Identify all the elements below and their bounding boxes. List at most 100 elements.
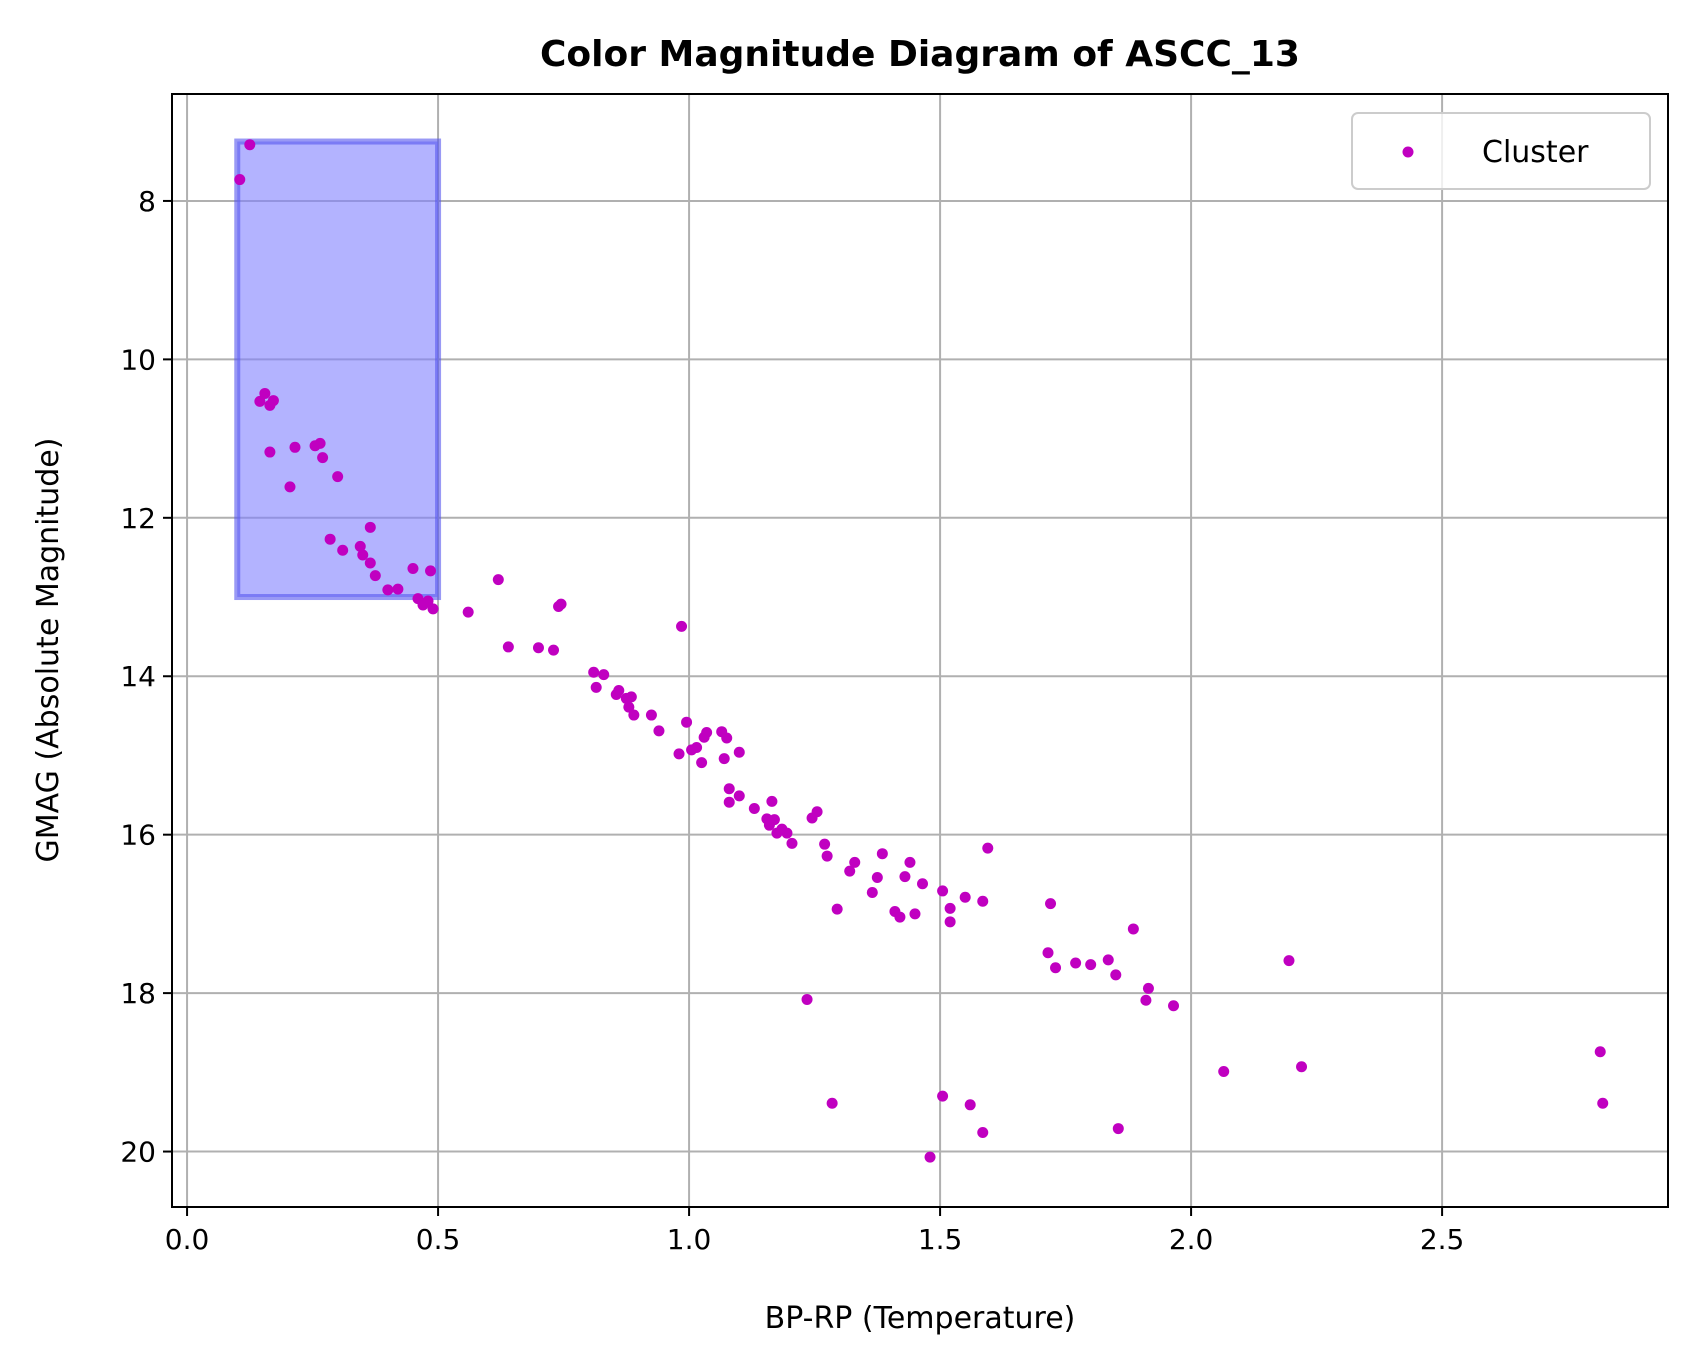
data-point	[332, 471, 344, 483]
data-point	[691, 742, 703, 754]
data-point	[876, 848, 888, 860]
legend: Cluster	[1351, 112, 1651, 190]
data-point	[866, 887, 878, 899]
y-tick-label: 12	[120, 502, 156, 535]
data-point	[254, 395, 266, 407]
y-tick-label: 16	[120, 819, 156, 852]
data-point	[324, 533, 336, 545]
data-point	[899, 871, 911, 883]
y-tick-label: 8	[138, 185, 156, 218]
y-tick-label: 10	[120, 343, 156, 376]
data-point	[977, 1127, 989, 1139]
data-point	[628, 709, 640, 721]
y-tick-label: 18	[120, 977, 156, 1010]
data-point	[871, 871, 883, 883]
data-point	[653, 725, 665, 737]
data-point	[1085, 959, 1097, 971]
data-point	[977, 895, 989, 907]
data-point	[462, 606, 474, 618]
data-point	[1127, 923, 1139, 935]
data-point	[613, 685, 625, 697]
data-point	[844, 865, 856, 877]
data-point	[1296, 1061, 1308, 1073]
x-tick-label: 1.0	[667, 1223, 712, 1256]
data-point	[944, 902, 956, 914]
data-point	[425, 565, 437, 577]
data-point	[718, 753, 730, 765]
data-point	[1112, 1123, 1124, 1135]
legend-label: Cluster	[1482, 135, 1589, 170]
data-point	[267, 395, 279, 407]
data-point	[588, 666, 600, 678]
data-point	[317, 452, 329, 464]
data-point	[959, 891, 971, 903]
data-point	[733, 746, 745, 758]
data-point	[369, 570, 381, 582]
x-axis-label: BP-RP (Temperature)	[765, 1301, 1076, 1336]
legend-box	[1351, 112, 1651, 190]
y-axis-label: GMAG (Absolute Magnitude)	[31, 438, 66, 863]
y-tick-label: 20	[120, 1136, 156, 1169]
data-point	[284, 481, 296, 493]
data-point	[766, 795, 778, 807]
data-point	[407, 563, 419, 575]
data-point	[768, 814, 780, 826]
data-point	[625, 691, 637, 703]
data-point	[1142, 982, 1154, 994]
data-point	[555, 598, 567, 610]
data-point	[314, 437, 326, 449]
data-point	[590, 681, 602, 693]
plot-frame	[171, 93, 1669, 1208]
data-point	[937, 885, 949, 897]
data-point	[382, 584, 394, 596]
data-point	[548, 644, 560, 656]
data-point	[264, 446, 276, 458]
data-point	[244, 139, 256, 151]
data-point	[1050, 962, 1062, 974]
data-point	[1102, 954, 1114, 966]
data-point	[598, 669, 610, 681]
data-point	[786, 837, 798, 849]
data-point	[354, 540, 366, 552]
data-point	[723, 783, 735, 795]
data-point	[427, 603, 439, 615]
data-point	[696, 757, 708, 769]
data-point	[723, 796, 735, 808]
data-point	[1140, 994, 1152, 1006]
data-point	[357, 549, 369, 561]
data-point	[801, 993, 813, 1005]
axis-ticks: 0.0 0.5 1.0 1.5 2.0 2.5 8 10 12 14 16 18 20	[120, 185, 1464, 1256]
y-tick-label: 14	[120, 660, 156, 693]
data-point	[831, 903, 843, 915]
data-point	[781, 827, 793, 839]
data-point	[748, 803, 760, 815]
data-point	[1070, 957, 1082, 969]
data-point	[819, 838, 831, 850]
data-point	[894, 911, 906, 923]
data-point	[645, 709, 657, 721]
data-point	[944, 916, 956, 928]
data-point	[234, 174, 246, 186]
data-point	[623, 701, 635, 713]
x-tick-label: 2.0	[1169, 1223, 1214, 1256]
data-point	[701, 726, 713, 738]
data-point	[904, 856, 916, 868]
data-point	[1597, 1097, 1609, 1109]
data-point	[1218, 1066, 1230, 1078]
data-point	[1283, 955, 1295, 967]
data-point	[676, 620, 688, 632]
data-point	[1168, 1000, 1180, 1012]
data-point	[909, 908, 921, 920]
x-tick-label: 0.5	[416, 1223, 461, 1256]
x-tick-label: 1.5	[918, 1223, 963, 1256]
data-point	[924, 1151, 936, 1163]
data-point	[1594, 1046, 1606, 1058]
data-point	[364, 521, 376, 533]
highlight-region	[234, 138, 442, 601]
data-point	[964, 1099, 976, 1111]
data-point	[821, 850, 833, 862]
data-point	[392, 583, 404, 595]
data-point	[532, 642, 544, 654]
data-point	[259, 387, 271, 399]
